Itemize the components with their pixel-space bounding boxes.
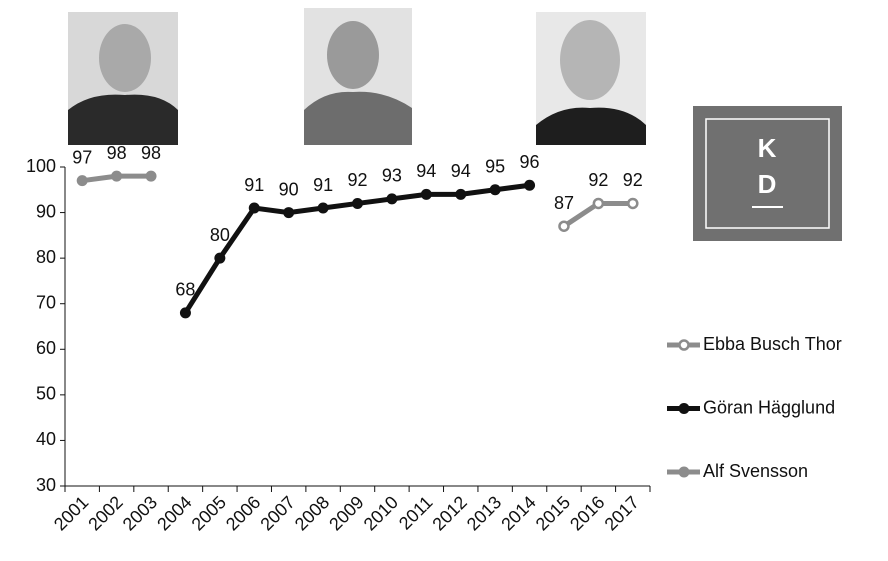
x-tick-label: 2003 — [119, 492, 161, 534]
data-label: 92 — [347, 170, 367, 190]
legend-label: Ebba Busch Thor — [703, 334, 842, 354]
point — [214, 252, 226, 264]
x-tick-label: 2006 — [222, 492, 264, 534]
point — [489, 184, 501, 196]
x-tick-label: 2008 — [291, 492, 333, 534]
data-label: 94 — [416, 161, 436, 181]
y-tick-label: 100 — [26, 156, 56, 176]
x-tick-label: 2011 — [395, 492, 437, 534]
photo-head — [560, 20, 620, 100]
point — [352, 197, 363, 209]
logo: K D — [693, 106, 842, 241]
photos — [68, 8, 646, 145]
x-tick-label: 2004 — [153, 492, 195, 534]
y-tick-label: 40 — [36, 429, 56, 449]
photo-head — [99, 24, 151, 92]
y-tick-label: 90 — [36, 201, 56, 221]
point — [455, 188, 467, 200]
photo-body — [68, 94, 178, 145]
data-label: 92 — [588, 170, 608, 190]
x-tick-label: 2017 — [601, 492, 643, 534]
photo-body — [536, 107, 646, 145]
y-tick-label: 50 — [36, 384, 56, 404]
photo-body — [304, 91, 412, 145]
legend-marker — [678, 466, 690, 478]
point — [145, 170, 157, 182]
legend-marker — [678, 403, 690, 414]
data-label: 91 — [313, 175, 333, 195]
y-tick-label: 30 — [36, 475, 56, 495]
point — [627, 197, 639, 210]
photo-head — [327, 21, 379, 89]
x-tick-label: 2014 — [497, 492, 539, 534]
data-label: 90 — [279, 179, 299, 199]
logo-box — [693, 106, 842, 241]
x-tick-label: 2005 — [188, 492, 230, 534]
point — [524, 179, 536, 191]
legend-marker — [678, 339, 690, 351]
legend-label: Alf Svensson — [703, 461, 808, 481]
y-tick-label: 60 — [36, 338, 56, 358]
logo-frame — [705, 118, 830, 229]
legend-label: Göran Hägglund — [703, 397, 835, 417]
point — [76, 175, 88, 187]
data-label: 97 — [72, 147, 92, 167]
point — [179, 307, 191, 319]
x-tick-label: 2012 — [428, 492, 470, 534]
data-label: 94 — [451, 161, 471, 181]
point — [420, 188, 432, 200]
data-label: 98 — [141, 143, 161, 163]
data-label: 91 — [244, 175, 264, 195]
y-tick-label: 80 — [36, 247, 56, 267]
data-label: 93 — [382, 166, 402, 186]
data-label: 96 — [520, 152, 540, 172]
x-tick-label: 2010 — [360, 492, 402, 534]
x-tick-label: 2016 — [566, 492, 608, 534]
data-label: 98 — [107, 143, 127, 163]
point — [111, 170, 123, 182]
data-label: 68 — [175, 280, 195, 300]
x-tick-label: 2002 — [84, 492, 126, 534]
x-tick-label: 2009 — [325, 492, 367, 534]
x-tick-label: 2001 — [50, 492, 92, 534]
point — [558, 220, 570, 232]
point — [248, 202, 260, 214]
point — [592, 197, 605, 210]
x-tick-label: 2013 — [463, 492, 505, 534]
data-label: 80 — [210, 225, 230, 245]
x-tick-label: 2007 — [256, 492, 298, 534]
point — [317, 202, 329, 214]
point — [283, 207, 295, 219]
point — [386, 193, 398, 205]
data-label: 92 — [623, 170, 643, 190]
y-tick-label: 70 — [36, 292, 56, 312]
logo-letter: D — [758, 169, 777, 199]
x-tick-label: 2015 — [532, 492, 574, 534]
data-label: 95 — [485, 157, 505, 177]
logo-letter: K — [758, 133, 777, 163]
data-label: 87 — [554, 193, 574, 213]
